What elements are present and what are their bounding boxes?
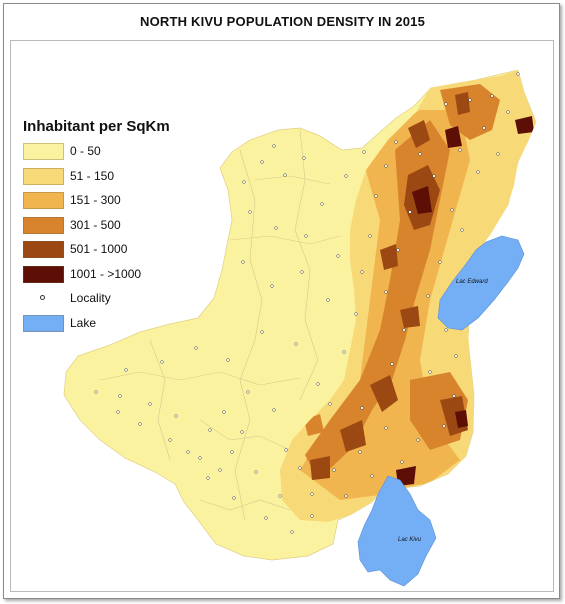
locality-markers — [94, 72, 520, 534]
lac-edward-label: Lac Edward — [456, 279, 488, 285]
legend-item-301-500: 301 - 500 — [23, 216, 170, 242]
legend-label: 501 - 1000 — [70, 242, 128, 256]
legend-item-locality: Locality — [23, 290, 170, 315]
legend-swatch — [23, 265, 64, 283]
lake-swatch — [23, 314, 64, 332]
legend-item-1001-plus: 1001 - >1000 — [23, 265, 170, 291]
lac-kivu-label: Lac Kivu — [398, 537, 422, 543]
legend-label: 1001 - >1000 — [70, 266, 142, 281]
legend-label: 0 - 50 — [70, 144, 101, 158]
legend-title: Inhabitant per SqKm — [23, 118, 170, 135]
map-legend: Inhabitant per SqKm 0 - 50 51 - 150 151 … — [23, 118, 170, 339]
lac-edward-shape — [437, 235, 525, 331]
legend-swatch — [23, 241, 64, 258]
legend-item-lake: Lake — [23, 314, 170, 340]
legend-label: 301 - 500 — [70, 217, 121, 232]
legend-item-151-300: 151 - 300 — [23, 192, 170, 217]
legend-swatch — [23, 143, 64, 160]
locality-icon — [40, 295, 45, 300]
legend-swatch — [23, 192, 64, 209]
legend-item-0-50: 0 - 50 — [23, 143, 170, 168]
map-title: NORTH KIVU POPULATION DENSITY IN 2015 — [139, 14, 426, 29]
legend-label: Locality — [70, 291, 111, 305]
legend-item-51-150: 51 - 150 — [23, 167, 170, 193]
legend-label: Lake — [70, 315, 97, 330]
territory-boundaries — [99, 129, 341, 521]
lac-kivu-shape — [357, 475, 437, 587]
legend-item-501-1000: 501 - 1000 — [23, 241, 170, 266]
legend-label: 51 - 150 — [70, 168, 115, 183]
legend-swatch — [23, 216, 64, 234]
legend-label: 151 - 300 — [70, 193, 121, 207]
legend-swatch — [23, 167, 64, 185]
